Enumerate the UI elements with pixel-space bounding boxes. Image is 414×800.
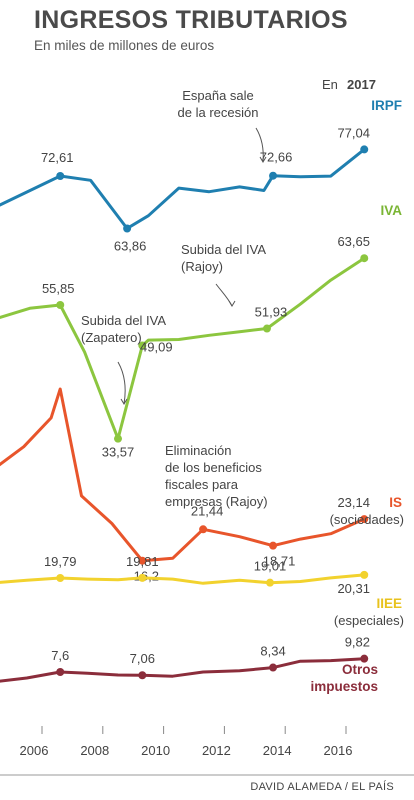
x-tick-label: 2008 xyxy=(80,743,109,758)
series-sublabel-is: (sociedades) xyxy=(330,512,404,527)
chart-title: INGRESOS TRIBUTARIOS xyxy=(34,6,348,34)
series-name-iva: IVA xyxy=(380,203,402,218)
year-header-year: 2017 xyxy=(347,77,376,92)
annotation-arrowhead-iva_rajoy xyxy=(228,300,236,307)
data-point-is xyxy=(138,556,147,565)
annotation-iva_rajoy: (Rajoy) xyxy=(181,259,223,274)
data-point-iva xyxy=(138,341,147,350)
data-point-iva xyxy=(56,301,65,309)
data-label-iva: 49,09 xyxy=(140,340,173,355)
data-point-iiee xyxy=(266,578,274,587)
annotation-beneficios: empresas (Rajoy) xyxy=(165,494,268,509)
data-label-iiee: 19,79 xyxy=(44,554,77,569)
x-tick-label: 2016 xyxy=(324,743,353,758)
data-point-otros xyxy=(56,668,65,676)
data-label-iva: 33,57 xyxy=(102,445,135,460)
data-label-otros: 9,82 xyxy=(345,635,370,650)
series-line-is xyxy=(0,387,365,563)
series-name-otros: impuestos xyxy=(310,679,378,694)
data-label-is: 23,14 xyxy=(337,495,370,510)
data-point-irpf xyxy=(269,171,278,180)
series-line-irpf xyxy=(0,148,366,230)
series-line-iva xyxy=(0,256,366,441)
data-point-iiee xyxy=(138,573,147,582)
data-point-is xyxy=(199,525,208,534)
annotation-arrow-iva_zapatero xyxy=(117,361,126,405)
data-label-is: 16,2 xyxy=(134,569,159,584)
data-label-irpf: 72,66 xyxy=(260,150,293,165)
x-tick-label: 2014 xyxy=(263,743,292,758)
data-point-irpf xyxy=(360,145,369,154)
data-point-iva xyxy=(262,324,271,333)
annotation-iva_zapatero: (Zapatero) xyxy=(81,330,142,345)
credit-line: DAVID ALAMEDA / EL PAÍS xyxy=(250,781,394,793)
series-name-is: IS xyxy=(389,495,402,510)
data-point-iva xyxy=(114,434,122,443)
annotation-beneficios: de los beneficios xyxy=(165,460,262,475)
x-tick-label: 2012 xyxy=(202,743,231,758)
series-name-iiee: IIEE xyxy=(376,596,402,611)
annotation-iva_rajoy: Subida del IVA xyxy=(181,242,266,257)
data-point-is xyxy=(269,541,278,550)
data-point-otros xyxy=(138,671,147,680)
data-point-iiee xyxy=(56,574,65,582)
data-label-iva: 63,65 xyxy=(337,234,370,249)
x-tick-label: 2010 xyxy=(141,743,170,758)
annotation-arrow-recesion xyxy=(255,127,264,163)
x-tick-label: 2006 xyxy=(20,743,49,758)
chart-subtitle: En miles de millones de euros xyxy=(34,38,215,53)
data-point-otros xyxy=(360,654,369,663)
annotation-arrowhead-iva_zapatero xyxy=(120,398,128,405)
data-point-otros xyxy=(269,663,278,672)
data-label-is: 18,71 xyxy=(263,554,296,569)
data-label-irpf: 63,86 xyxy=(114,239,147,254)
data-point-irpf xyxy=(123,224,132,233)
data-label-is: 21,44 xyxy=(191,503,224,518)
series-name-irpf: IRPF xyxy=(371,98,402,113)
data-label-iiee: 19,81 xyxy=(126,554,159,569)
series-sublabel-iiee: (especiales) xyxy=(334,613,404,628)
series-name-otros: Otros xyxy=(342,662,378,677)
annotation-arrowhead-recesion xyxy=(259,156,267,163)
data-label-iva: 51,93 xyxy=(255,305,288,320)
data-label-otros: 7,06 xyxy=(130,651,155,666)
annotation-beneficios: Eliminación xyxy=(165,443,231,458)
annotation-recesion: de la recesión xyxy=(178,105,259,120)
data-label-iva: 55,85 xyxy=(42,281,75,296)
annotation-iva_zapatero: Subida del IVA xyxy=(81,313,166,328)
data-label-iiee: 20,31 xyxy=(337,581,370,596)
data-label-otros: 8,34 xyxy=(260,644,285,659)
year-header-prefix: En xyxy=(322,77,338,92)
data-label-irpf: 72,61 xyxy=(41,150,74,165)
annotation-beneficios: fiscales para xyxy=(165,477,239,492)
data-point-is xyxy=(360,515,369,524)
series-line-iiee xyxy=(0,573,365,585)
data-label-irpf: 77,04 xyxy=(337,125,370,140)
data-point-irpf xyxy=(56,172,65,180)
annotation-recesion: España sale xyxy=(182,88,254,103)
data-label-iiee: 19,01 xyxy=(254,559,287,574)
data-point-iiee xyxy=(360,570,369,579)
data-point-iva xyxy=(360,254,369,263)
data-label-otros: 7,6 xyxy=(51,648,69,663)
